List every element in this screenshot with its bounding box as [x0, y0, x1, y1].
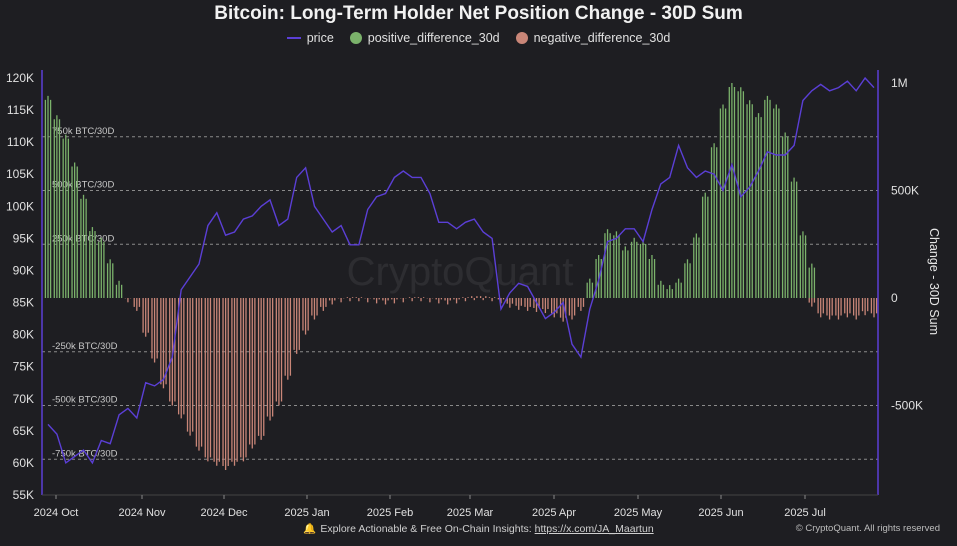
y-left-tick-label: 115K [7, 103, 34, 117]
legend-label-negative: negative_difference_30d [533, 31, 671, 45]
x-tick-label: 2025 Feb [367, 507, 413, 519]
y-right-tick-label: 0 [891, 291, 898, 305]
x-tick-label: 2025 Apr [532, 507, 576, 519]
legend-label-price: price [306, 31, 334, 45]
x-tick-label: 2025 Mar [447, 507, 494, 519]
price-swatch-icon [286, 37, 301, 39]
footer-credit: © CryptoQuant. All rights reserved [795, 523, 940, 534]
legend-label-positive: positive_difference_30d [367, 31, 500, 45]
y-right-tick-label: 500K [891, 184, 919, 198]
y-right-tick-label: 1M [891, 76, 908, 90]
watermark: CryptoQuant [347, 250, 574, 294]
y-left-tick-label: 120K [6, 71, 34, 85]
reference-label: -250k BTC/30D [52, 341, 118, 352]
y-left-tick-label: 65K [13, 424, 34, 438]
y-left-tick-label: 100K [6, 199, 34, 213]
x-tick-label: 2025 Jul [784, 507, 826, 519]
y-left-tick-label: 80K [13, 328, 34, 342]
y-left-tick-label: 90K [13, 263, 34, 277]
footer-text: Explore Actionable & Free On-Chain Insig… [320, 523, 532, 535]
reference-label: 500k BTC/30D [52, 180, 114, 191]
x-tick-label: 2024 Oct [34, 507, 79, 519]
legend-item-negative[interactable]: negative_difference_30d [515, 31, 671, 45]
footer: 🔔 Explore Actionable & Free On-Chain Insi… [0, 522, 957, 540]
reference-label: -500k BTC/30D [52, 395, 118, 406]
x-tick-label: 2025 May [614, 507, 663, 519]
x-tick-label: 2025 Jan [284, 507, 329, 519]
reference-label: 750k BTC/30D [52, 126, 114, 137]
y-left-tick-label: 95K [13, 231, 34, 245]
y-left-tick-label: 105K [6, 167, 34, 181]
positive-swatch-icon [349, 32, 362, 44]
reference-label: -750k BTC/30D [52, 448, 118, 459]
negative-swatch-icon [515, 32, 528, 44]
chart-title: Bitcoin: Long-Term Holder Net Position C… [214, 3, 743, 24]
x-tick-label: 2024 Nov [118, 507, 166, 519]
legend-item-price[interactable]: price [286, 31, 334, 45]
bell-icon: 🔔 [303, 523, 317, 535]
y-left-tick-label: 85K [13, 296, 34, 310]
legend: price positive_difference_30d negative_d… [0, 31, 957, 45]
y-left-tick-label: 60K [13, 456, 34, 470]
price-line [47, 76, 875, 465]
right-axis-label: Change - 30D Sum [927, 228, 941, 336]
x-tick-label: 2024 Dec [200, 507, 248, 519]
y-left-tick-label: 110K [7, 135, 34, 149]
y-left-tick-label: 55K [13, 488, 34, 502]
y-left-tick-label: 70K [13, 392, 34, 406]
legend-item-positive[interactable]: positive_difference_30d [349, 31, 500, 45]
y-left-tick-label: 75K [13, 360, 34, 374]
y-right-tick-label: -500K [891, 399, 923, 413]
x-tick-label: 2025 Jun [698, 507, 743, 519]
footer-link[interactable]: https://x.com/JA_Maartun [534, 523, 654, 535]
